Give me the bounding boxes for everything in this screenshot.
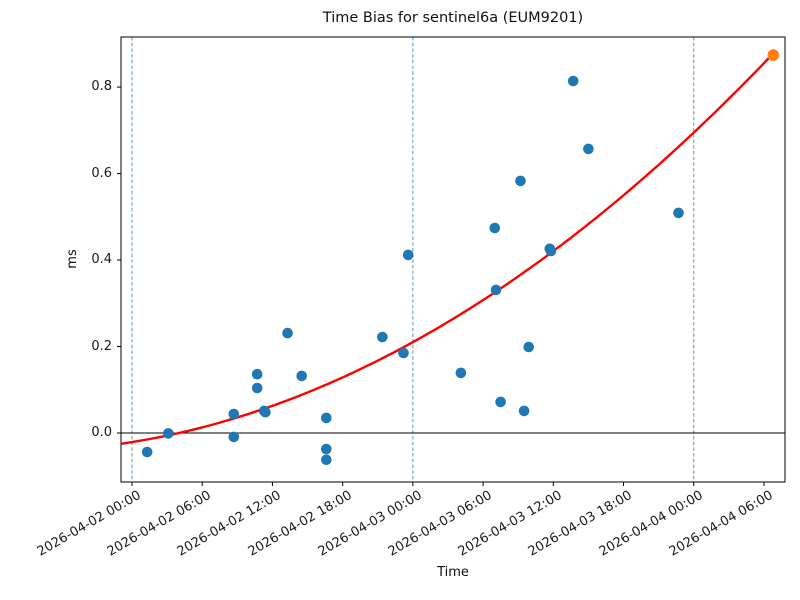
data-point [402,249,414,261]
data-point [321,412,332,424]
y-tick-label: 0.0 [91,425,112,440]
data-point [260,406,271,418]
data-point [251,368,263,380]
plot-border [120,36,786,483]
data-point [321,443,332,455]
data-point [523,341,534,353]
data-point [228,431,240,443]
x-axis-label: Time [437,565,469,580]
data-point [490,284,502,296]
data-point [398,347,409,359]
chart-title: Time Bias for sentinel6a (EUM9201) [322,10,584,26]
data-point [583,143,594,155]
data-point [377,331,388,343]
y-tick-label: 0.4 [91,252,112,267]
data-point [489,222,501,234]
data-point [673,207,684,219]
data-point [251,382,263,394]
data-point [321,454,332,466]
highlight-point [767,49,780,61]
data-point [518,405,530,417]
data-point [515,175,526,187]
y-tick-label: 0.6 [91,165,112,181]
data-point [545,245,557,257]
data-point [567,75,579,87]
data-point [296,370,308,382]
data-point [495,396,506,408]
y-tick-label: 0.8 [91,79,112,95]
data-point [282,327,293,339]
data-point [455,367,467,379]
data-point [228,408,240,420]
data-point [163,428,174,439]
y-tick-label: 0.2 [91,338,112,354]
fit-curve [121,52,775,445]
data-point [141,446,153,458]
